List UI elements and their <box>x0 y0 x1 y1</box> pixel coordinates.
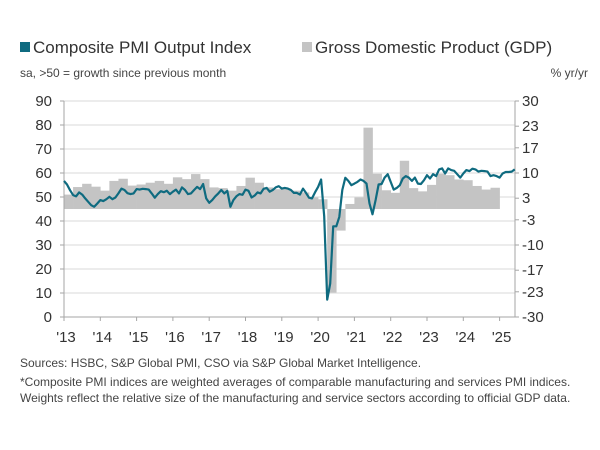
left-axis-tick-label: 10 <box>35 285 52 302</box>
right-axis-tick-label: 10 <box>522 165 539 182</box>
gdp-bar <box>254 182 264 209</box>
gdp-bar <box>390 192 401 209</box>
gdp-bar <box>263 187 274 209</box>
right-axis-tick-label: 17 <box>522 140 539 157</box>
gdp-bar <box>82 183 92 209</box>
legend-gdp: Gross Domestic Product (GDP) <box>302 38 552 58</box>
right-axis-tick-label: -17 <box>522 262 544 279</box>
left-axis-tick-label: 50 <box>35 189 52 206</box>
left-axis-tick-label: 90 <box>35 93 52 110</box>
gdp-bar <box>436 173 446 209</box>
x-axis-tick-label: '16 <box>165 329 185 346</box>
right-axis-tick-label: -3 <box>522 212 535 229</box>
gdp-bar <box>454 179 464 209</box>
gdp-bar <box>472 185 482 209</box>
gdp-bar <box>299 192 310 209</box>
gdp-bar <box>191 174 201 209</box>
gdp-bar <box>64 194 74 209</box>
right-axis-tick-label: 23 <box>522 118 539 135</box>
gdp-bar <box>417 191 428 209</box>
legend-gdp-label: Gross Domestic Product (GDP) <box>315 38 553 57</box>
x-axis-tick-label: '18 <box>238 329 258 346</box>
gdp-bar <box>236 185 246 209</box>
gdp-bar <box>281 188 292 209</box>
x-axis-tick-label: '23 <box>419 329 439 346</box>
right-axis-tick-label: -10 <box>522 237 544 254</box>
left-axis-tick-label: 70 <box>35 141 52 158</box>
gdp-bar <box>227 190 237 209</box>
right-axis-tick-label: 30 <box>522 93 539 110</box>
left-axis-tick-label: 0 <box>44 309 52 326</box>
gdp-bar <box>309 197 319 209</box>
gdp-bar <box>73 187 83 209</box>
gdp-bar <box>427 184 437 209</box>
gdp-bar <box>408 188 419 209</box>
gdp-bar <box>463 180 473 209</box>
gdp-bar <box>218 188 228 209</box>
pmi-line <box>63 167 516 301</box>
x-axis-tick-label: '24 <box>456 329 476 346</box>
gdp-bar <box>145 182 156 209</box>
gdp-bar <box>336 209 346 231</box>
right-axis-tick-label: -30 <box>522 309 544 326</box>
left-axis-subtitle: sa, >50 = growth since previous month <box>20 66 227 80</box>
x-axis-tick-label: '25 <box>492 329 512 346</box>
gdp-bar <box>109 180 119 209</box>
left-axis-tick-label: 20 <box>35 261 52 278</box>
x-axis-tick-label: '20 <box>310 329 330 346</box>
left-axis-tick-label: 80 <box>35 117 52 134</box>
gdp-bar <box>354 197 364 209</box>
gdp-bar <box>490 187 500 209</box>
gdp-bar <box>91 186 101 209</box>
gdp-bar <box>118 178 128 209</box>
gdp-bar <box>290 190 301 209</box>
gdp-bar <box>136 184 146 209</box>
gdp-bar <box>163 183 174 209</box>
gdp-bar <box>345 203 355 209</box>
legend-pmi-label: Composite PMI Output Index <box>33 38 252 57</box>
legend-swatch-gdp <box>302 42 312 52</box>
gdp-bar <box>399 160 410 209</box>
left-axis-tick-label: 60 <box>35 165 52 182</box>
x-axis-tick-label: '13 <box>56 329 76 346</box>
gdp-bar <box>272 189 283 209</box>
x-axis-tick-label: '15 <box>129 329 149 346</box>
gdp-bar <box>381 190 391 209</box>
x-axis-tick-label: '14 <box>93 329 113 346</box>
x-axis-tick-label: '17 <box>201 329 221 346</box>
x-axis-tick-label: '21 <box>347 329 367 346</box>
gdp-bar <box>127 185 137 209</box>
gdp-bar <box>481 189 491 209</box>
right-axis-subtitle: % yr/yr <box>550 66 588 80</box>
gdp-bar <box>445 175 455 209</box>
legend-pmi: Composite PMI Output Index <box>20 38 251 58</box>
left-axis-tick-label: 30 <box>35 237 52 254</box>
gdp-bar <box>154 180 165 209</box>
gdp-bar <box>363 127 373 209</box>
left-axis-tick-label: 40 <box>35 213 52 230</box>
x-axis-tick-label: '22 <box>383 329 403 346</box>
sources-note: Sources: HSBC, S&P Global PMI, CSO via S… <box>20 356 422 370</box>
legend-swatch-pmi <box>20 42 30 52</box>
chart-notes: Sources: HSBC, S&P Global PMI, CSO via S… <box>20 355 590 407</box>
x-axis-tick-label: '19 <box>274 329 294 346</box>
right-axis-tick-label: 3 <box>522 190 530 207</box>
right-axis-tick-label: -23 <box>522 284 544 301</box>
footnote: *Composite PMI indices are weighted aver… <box>20 374 571 406</box>
